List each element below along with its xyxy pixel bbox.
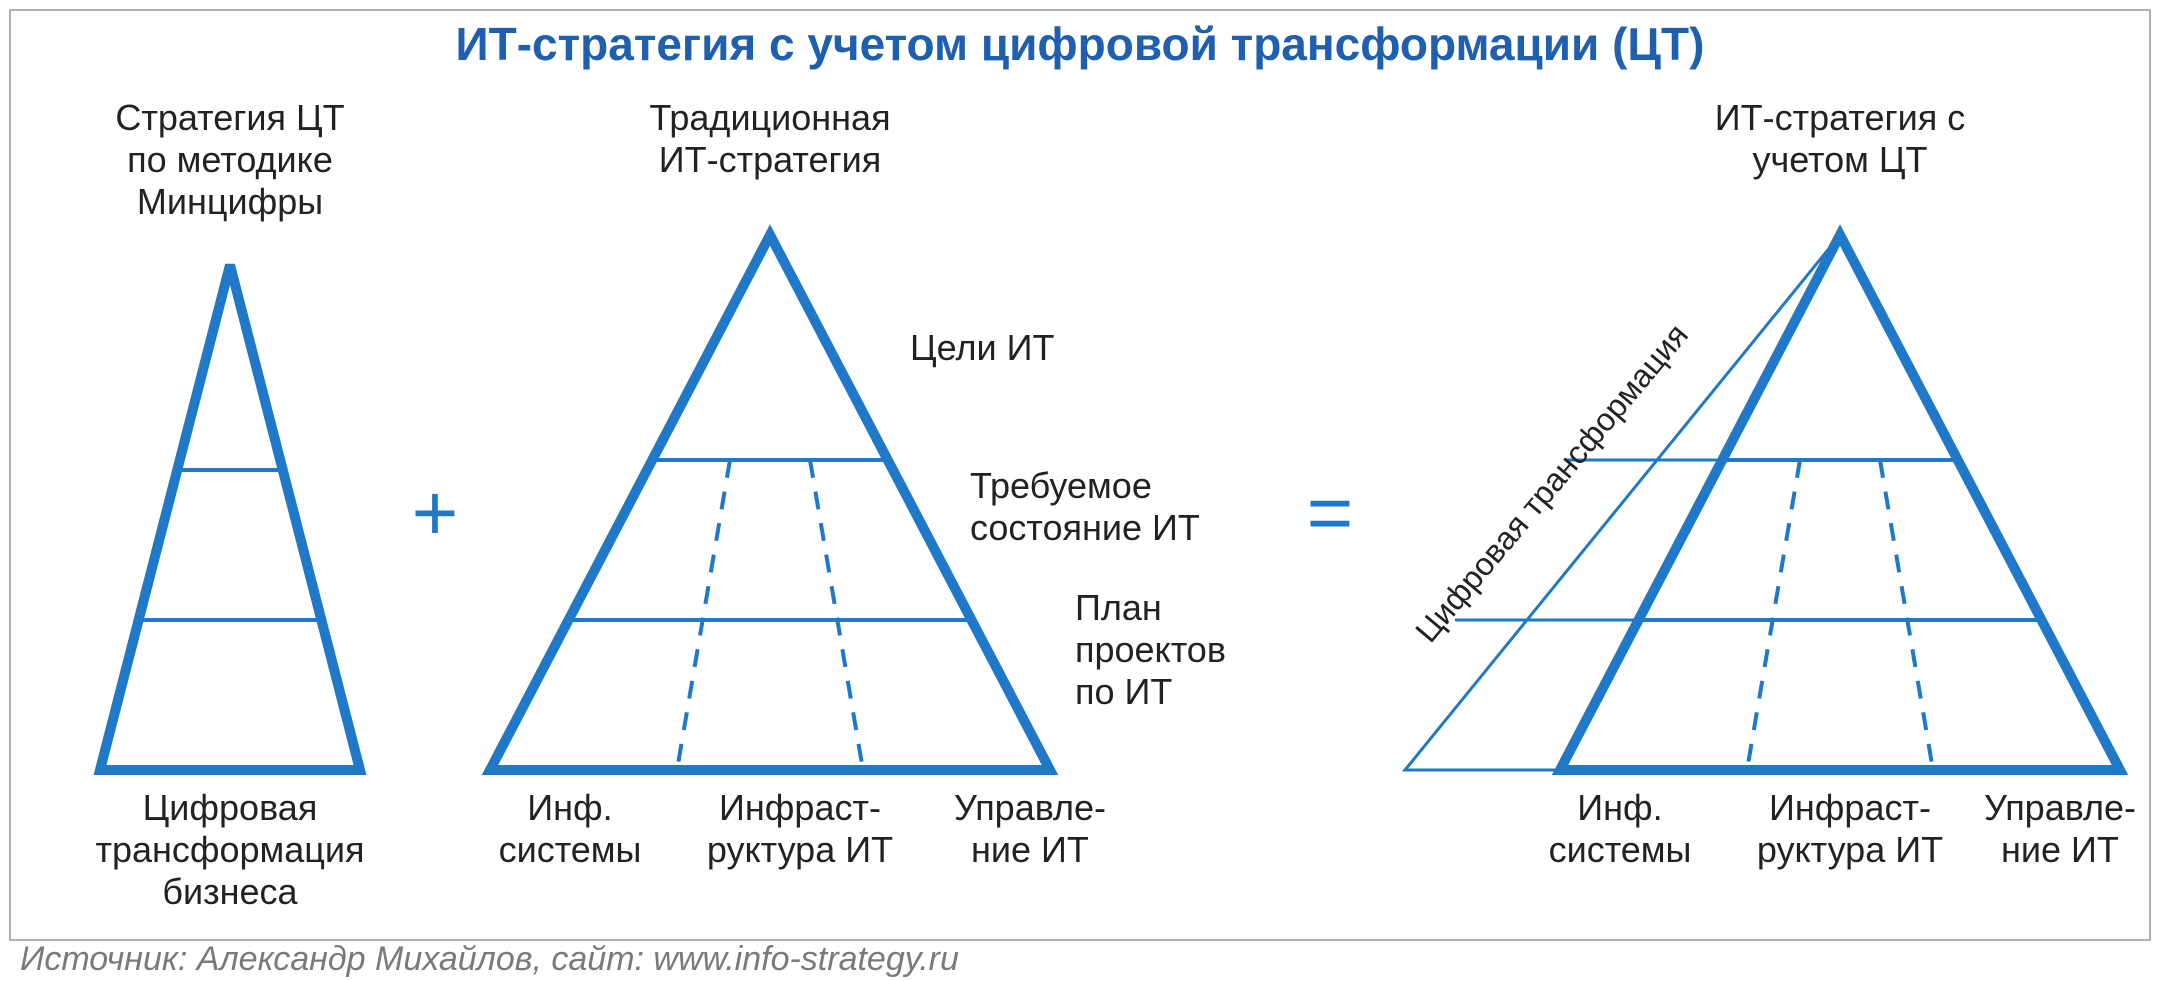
pyramid-2-vline-1 [677,460,730,770]
pyramid-3-vline-1 [1747,460,1800,770]
pyramid-3-extra-face [1405,235,1840,770]
pyramid-2-bottom-label-2: Инфраст-руктура ИТ [707,787,893,870]
pyramid-2-triangle [490,235,1050,770]
operator-plus: + [412,468,459,557]
pyramid-2-bottom-label-1: Инф.системы [499,787,642,870]
pyramid-3-bottom-label-2: Инфраст-руктура ИТ [1757,787,1943,870]
pyramid-1-triangle [100,265,360,770]
diagram-svg: ИТ-стратегия с учетом цифровой трансформ… [0,0,2160,981]
pyramid-1-header: Стратегия ЦТпо методикеМинцифры [115,97,344,222]
pyramid-1-bottom-label: Цифроваятрансформациябизнеса [95,787,364,912]
pyramid-3-header: ИТ-стратегия сучетом ЦТ [1715,97,1965,180]
operator-equals: = [1307,468,1354,557]
pyramid-2-header: ТрадиционнаяИТ-стратегия [649,97,890,180]
page-title: ИТ-стратегия с учетом цифровой трансформ… [456,18,1705,70]
pyramid-3: ИТ-стратегия сучетом ЦТ Цифровая трансфо… [1405,97,2136,870]
pyramid-2: ТрадиционнаяИТ-стратегия Цели ИТ Требуем… [490,97,1226,870]
pyramid-3-bottom-label-1: Инф.системы [1549,787,1692,870]
pyramid-3-bottom-label-3: Управле-ние ИТ [1984,787,2136,870]
pyramid-2-side-label-3: Планпроектовпо ИТ [1075,587,1226,712]
pyramid-2-vline-2 [810,460,863,770]
pyramid-2-side-label-1: Цели ИТ [910,327,1054,368]
pyramid-3-vline-2 [1880,460,1933,770]
pyramid-1: Стратегия ЦТпо методикеМинцифры Цифровая… [95,97,364,912]
source-citation: Источник: Александр Михайлов, сайт: www.… [20,940,959,978]
diagram-frame: ИТ-стратегия с учетом цифровой трансформ… [0,0,2160,981]
pyramid-2-side-label-2: Требуемоесостояние ИТ [970,465,1200,548]
pyramid-3-triangle [1560,235,2120,770]
pyramid-2-bottom-label-3: Управле-ние ИТ [954,787,1106,870]
